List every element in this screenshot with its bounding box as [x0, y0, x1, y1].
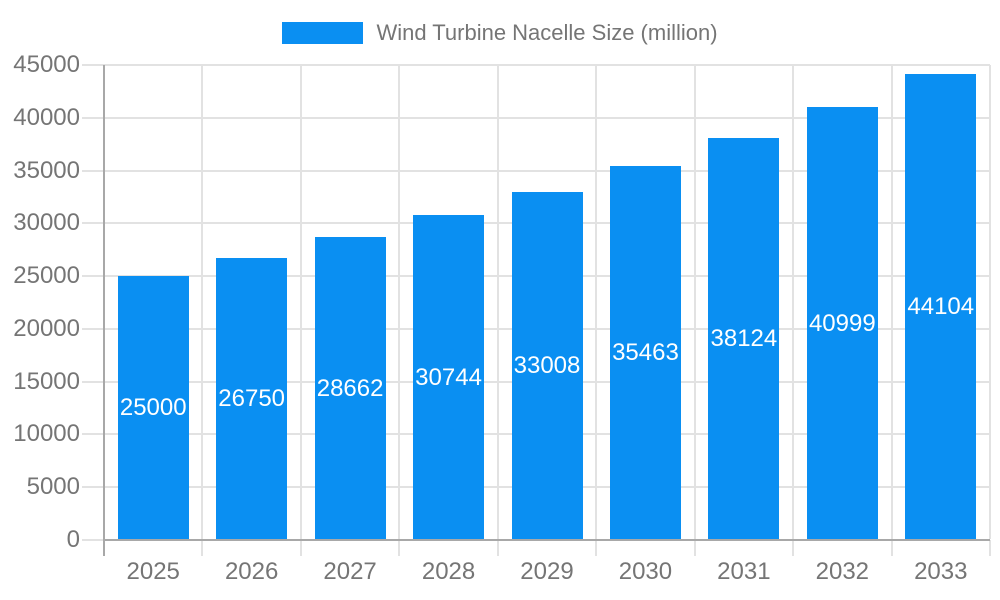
y-axis-tick-label: 5000 — [26, 473, 80, 501]
y-axis-tick — [82, 539, 104, 541]
gridline-vertical — [299, 65, 302, 539]
gridline-horizontal — [104, 169, 990, 172]
y-axis-tick-label: 10000 — [13, 420, 80, 448]
x-axis-tick — [792, 540, 795, 556]
x-axis-tick — [693, 540, 696, 556]
x-axis-tick-label: 2025 — [126, 558, 180, 585]
bar-2029[interactable] — [511, 191, 583, 539]
gridline-vertical — [595, 65, 598, 539]
y-axis-tick — [82, 433, 104, 436]
x-axis-tick-label: 2027 — [323, 558, 377, 585]
y-axis-tick-label: 45000 — [13, 51, 80, 78]
gridline-vertical — [693, 65, 696, 539]
y-axis-tick — [82, 327, 104, 330]
y-axis-tick-label: 35000 — [13, 156, 80, 184]
x-axis-tick — [496, 540, 499, 556]
gridline-horizontal — [104, 64, 990, 66]
y-axis-line — [103, 65, 105, 556]
bar-2030[interactable] — [609, 165, 681, 539]
y-axis-tick — [82, 380, 104, 383]
gridline-vertical — [201, 65, 204, 539]
gridline-vertical — [890, 65, 893, 539]
legend-label: Wind Turbine Nacelle Size (million) — [376, 20, 718, 45]
x-axis-tick-label: 2031 — [717, 558, 771, 585]
y-axis-tick — [82, 64, 104, 66]
y-axis-tick — [82, 275, 104, 278]
x-axis-tick-label: 2030 — [618, 558, 673, 585]
bar-2032[interactable] — [806, 107, 878, 539]
bar-2025[interactable] — [117, 276, 189, 539]
bar-2031[interactable] — [708, 137, 780, 539]
x-axis-tick — [890, 540, 893, 556]
x-axis-tick — [201, 540, 204, 556]
x-axis-tick — [299, 540, 302, 556]
y-axis-tick-label: 25000 — [13, 262, 80, 290]
y-axis-tick — [82, 169, 104, 172]
y-axis-tick — [82, 116, 104, 119]
gridline-vertical — [496, 65, 499, 539]
legend-item[interactable]: Wind Turbine Nacelle Size (million) — [0, 17, 1000, 49]
x-axis-line — [103, 539, 990, 541]
gridline-vertical — [398, 65, 401, 539]
bar-2033[interactable] — [905, 74, 977, 539]
x-axis-tick-label: 2026 — [224, 558, 279, 585]
bar-2026[interactable] — [216, 257, 288, 539]
x-axis-tick — [989, 540, 991, 556]
y-axis-tick-label: 20000 — [13, 314, 80, 342]
y-axis-tick-label: 0 — [66, 526, 80, 553]
x-axis-tick — [398, 540, 401, 556]
bar-2028[interactable] — [413, 215, 485, 539]
legend-swatch — [282, 22, 364, 44]
x-axis-tick — [595, 540, 598, 556]
x-axis-tick-label: 2028 — [421, 558, 476, 585]
y-axis-tick-label: 30000 — [13, 209, 80, 237]
x-axis-tick-label: 2032 — [815, 558, 870, 585]
y-axis-tick-label: 15000 — [13, 367, 80, 395]
bar-2027[interactable] — [314, 237, 386, 539]
gridline-vertical — [792, 65, 795, 539]
gridline-horizontal — [104, 116, 990, 119]
y-axis-tick-label: 40000 — [13, 103, 80, 131]
gridline-vertical — [989, 65, 991, 539]
x-axis-tick-label: 2029 — [520, 558, 574, 585]
y-axis-tick — [82, 222, 104, 225]
y-axis-tick — [82, 486, 104, 489]
x-axis-tick-label: 2033 — [914, 558, 968, 585]
